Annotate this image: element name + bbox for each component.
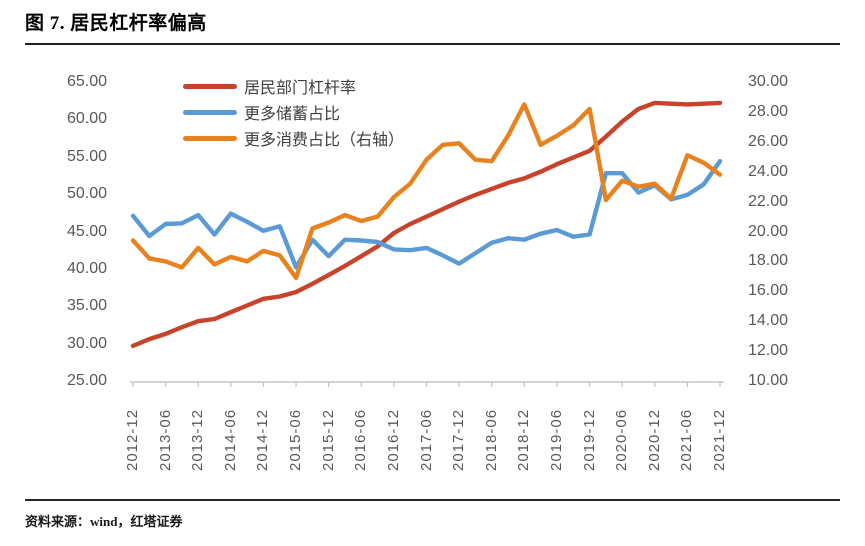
legend-item-leverage: 居民部门杠杆率 — [183, 73, 404, 99]
legend-line-swatch-leverage — [183, 83, 237, 89]
legend-label-leverage: 居民部门杠杆率 — [244, 80, 357, 97]
x-axis-tick-label: 2017-12 — [450, 408, 467, 471]
source-rule — [25, 499, 840, 501]
legend-line-swatch-saving — [183, 109, 237, 115]
y-axis-left-tick-label: 40.00 — [66, 260, 107, 277]
x-axis-tick-label: 2021-12 — [711, 408, 728, 471]
x-axis-tick-label: 2013-12 — [189, 408, 206, 471]
x-axis-tick-label: 2012-12 — [124, 408, 141, 471]
y-axis-right-tick-label: 24.00 — [748, 163, 789, 180]
y-axis-right-tick-label: 14.00 — [748, 312, 789, 329]
series-line-saving — [130, 158, 723, 270]
x-axis-tick-label: 2017-06 — [418, 408, 435, 471]
y-axis-left-tick-label: 45.00 — [66, 223, 107, 240]
x-axis-tick-label: 2015-12 — [320, 408, 337, 471]
y-axis-right-tick-label: 16.00 — [748, 282, 789, 299]
y-axis-left-tick-label: 35.00 — [66, 297, 107, 314]
title-rule — [25, 43, 840, 45]
y-axis-right-tick-label: 18.00 — [748, 252, 789, 269]
x-axis-tick-label: 2016-06 — [352, 408, 369, 471]
y-axis-left-tick-label: 25.00 — [66, 372, 107, 389]
y-axis-right-tick-label: 10.00 — [748, 372, 789, 389]
x-axis-tick-label: 2014-12 — [254, 408, 271, 471]
x-axis-tick-label: 2016-12 — [385, 408, 402, 471]
y-axis-left-tick-label: 30.00 — [66, 335, 107, 352]
series-line-leverage — [130, 100, 723, 349]
y-axis-right-tick-label: 28.00 — [748, 103, 789, 120]
legend-item-consumption: 更多消费占比（右轴） — [183, 125, 404, 151]
x-axis-tick-label: 2019-06 — [548, 408, 565, 471]
legend-label-saving: 更多储蓄占比 — [244, 106, 341, 123]
figure-title: 图 7. 居民杠杆率偏高 — [25, 13, 207, 34]
y-axis-left-tick-label: 55.00 — [66, 148, 107, 165]
y-axis-right-tick-label: 26.00 — [748, 133, 789, 150]
y-axis-left-tick-label: 50.00 — [66, 185, 107, 202]
legend-label-consumption: 更多消费占比（右轴） — [244, 132, 405, 149]
x-axis-tick-label: 2018-06 — [483, 408, 500, 471]
y-axis-right-tick-label: 22.00 — [748, 193, 789, 210]
source-note: 资料来源：wind，红塔证券 — [25, 514, 183, 529]
y-axis-right-tick-label: 20.00 — [748, 223, 789, 240]
x-axis-tick-label: 2015-06 — [287, 408, 304, 471]
x-axis-tick-label: 2018-12 — [515, 408, 532, 471]
x-axis-tick-label: 2013-06 — [157, 408, 174, 471]
y-axis-left-tick-label: 65.00 — [66, 73, 107, 90]
x-axis-tick-label: 2019-12 — [581, 408, 598, 471]
y-axis-left-tick-label: 60.00 — [66, 110, 107, 127]
series-line-consumption — [130, 102, 723, 280]
x-axis-tick-label: 2014-06 — [222, 408, 239, 471]
legend-line-swatch-consumption — [183, 135, 237, 141]
y-axis-right-tick-label: 30.00 — [748, 73, 789, 90]
legend: 居民部门杠杆率 更多储蓄占比 更多消费占比（右轴） — [183, 73, 404, 151]
x-axis-tick-label: 2020-06 — [613, 408, 630, 471]
y-axis-right-tick-label: 12.00 — [748, 342, 789, 359]
x-axis-tick-label: 2021-06 — [678, 408, 695, 471]
legend-item-saving: 更多储蓄占比 — [183, 99, 404, 125]
x-axis-tick-label: 2020-12 — [646, 408, 663, 471]
